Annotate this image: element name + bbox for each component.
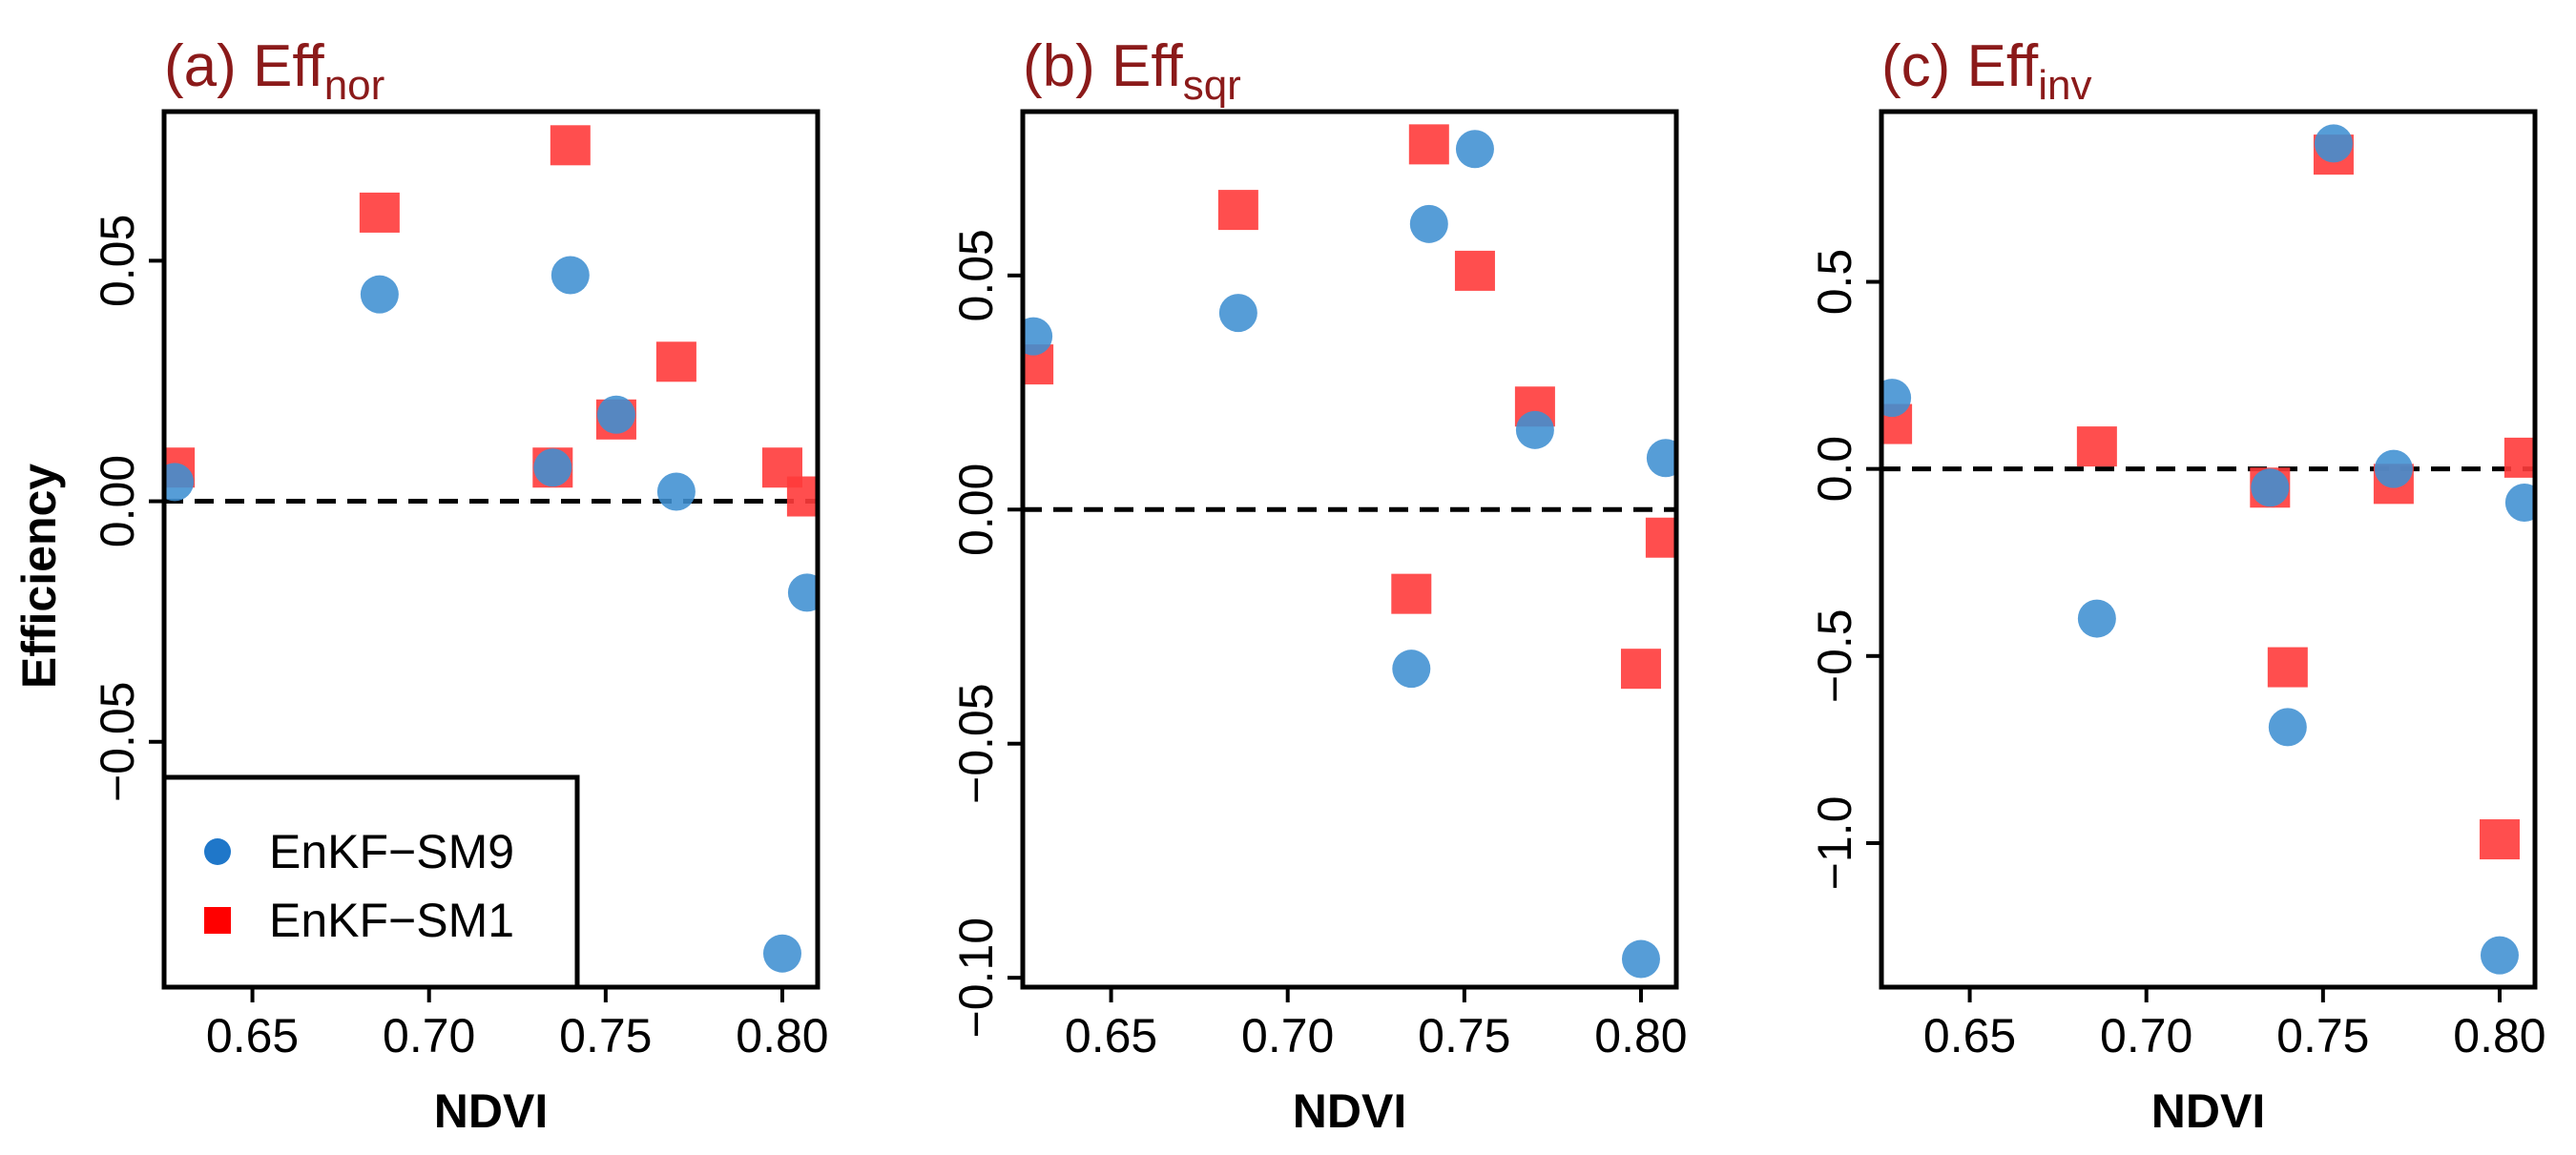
x-axis-label: NDVI <box>1293 1084 1406 1138</box>
panel-title-subscript: inv <box>2038 62 2091 109</box>
x-tick-label: 0.80 <box>1594 1009 1687 1062</box>
point-enkf-sm9 <box>551 256 590 295</box>
point-enkf-sm9 <box>762 934 801 973</box>
point-enkf-sm9 <box>2251 468 2290 507</box>
point-enkf-sm9 <box>656 472 696 511</box>
y-axis-label: Efficiency <box>12 464 66 689</box>
data-points <box>1881 124 2535 975</box>
panel-1: (a) Effnor 0.65 0.70 0.75 0.80 −0.05 0.00 0.05 N… <box>12 33 829 1138</box>
legend-label: EnKF−SM1 <box>269 894 514 947</box>
x-tick-label: 0.65 <box>206 1009 299 1062</box>
legend-label: EnKF−SM9 <box>269 825 514 878</box>
point-enkf-sm9 <box>2480 936 2519 975</box>
y-tick-label: −1.0 <box>1808 796 1861 891</box>
point-enkf-sm1 <box>1645 517 1676 558</box>
x-tick-label: 0.65 <box>1923 1009 2016 1062</box>
panel-2: (b) Effsqr 0.65 0.70 0.75 0.80 −0.10 −0.05 0.00… <box>949 33 1688 1138</box>
point-enkf-sm9 <box>1023 317 1053 356</box>
x-tick-label: 0.70 <box>1241 1009 1334 1062</box>
point-enkf-sm9 <box>2374 449 2413 488</box>
legend: EnKF−SM9 EnKF−SM1 <box>161 774 580 990</box>
point-enkf-sm9 <box>2077 599 2116 638</box>
point-enkf-sm1 <box>1454 250 1495 291</box>
panel-title-main: (b) Eff <box>1023 33 1183 99</box>
x-tick-label: 0.75 <box>2276 1009 2369 1062</box>
y-tick-label: 0.0 <box>1808 436 1861 503</box>
x-tick-label: 0.70 <box>2100 1009 2192 1062</box>
point-enkf-sm9 <box>1621 939 1660 979</box>
point-enkf-sm9 <box>360 275 399 314</box>
y-tick-label: −0.05 <box>91 682 144 803</box>
y-tick-label: −0.05 <box>949 683 1003 804</box>
point-enkf-sm1 <box>2503 437 2535 478</box>
point-enkf-sm9 <box>1218 294 1257 333</box>
panel-title-main: (a) Eff <box>164 33 324 99</box>
point-enkf-sm9 <box>787 573 818 612</box>
panel-title: (b) Effsqr <box>1023 33 1241 109</box>
x-tick-label: 0.80 <box>2453 1009 2545 1062</box>
point-enkf-sm9 <box>1392 650 1431 689</box>
x-tick-label: 0.75 <box>559 1009 652 1062</box>
x-tick-label: 0.65 <box>1065 1009 1157 1062</box>
data-points <box>1023 124 1676 979</box>
plot-frame <box>1020 109 1679 990</box>
x-tick-label: 0.80 <box>736 1009 828 1062</box>
point-enkf-sm1 <box>1620 649 1661 690</box>
y-tick-label: −0.5 <box>1808 608 1861 703</box>
point-enkf-sm9 <box>1455 130 1494 169</box>
point-enkf-sm9 <box>164 463 195 502</box>
point-enkf-sm9 <box>596 395 635 434</box>
y-tick-label: 0.05 <box>949 229 1003 321</box>
point-enkf-sm9 <box>1646 439 1676 478</box>
panel-title-main: (c) Eff <box>1881 33 2039 99</box>
point-enkf-sm9 <box>1881 379 1912 418</box>
panel-title-subscript: sqr <box>1183 62 1241 109</box>
point-enkf-sm9 <box>533 448 572 487</box>
data-points <box>164 125 818 973</box>
x-tick-label: 0.70 <box>383 1009 475 1062</box>
legend-box <box>161 774 580 990</box>
panel-title: (a) Effnor <box>164 33 384 109</box>
point-enkf-sm9 <box>2314 124 2353 163</box>
x-axis-label: NDVI <box>2151 1084 2265 1138</box>
y-tick-label: 0.00 <box>949 464 1003 556</box>
point-enkf-sm9 <box>2268 708 2307 747</box>
x-tick-label: 0.75 <box>1418 1009 1510 1062</box>
point-enkf-sm1 <box>2076 426 2117 467</box>
panel-3: (c) Effinv 0.65 0.70 0.75 0.80 −1.0 −0.5 0.0 0.5… <box>1808 33 2546 1138</box>
point-enkf-sm1 <box>655 341 696 382</box>
y-tick-label: −0.10 <box>949 918 1003 1039</box>
point-enkf-sm9 <box>1515 410 1554 449</box>
panel-title-subscript: nor <box>324 62 385 109</box>
x-axis-label: NDVI <box>434 1084 548 1138</box>
plot-frame <box>1879 109 2538 990</box>
point-enkf-sm9 <box>2504 483 2535 522</box>
point-enkf-sm1 <box>550 125 591 166</box>
point-enkf-sm1 <box>2267 647 2308 688</box>
point-enkf-sm1 <box>359 192 400 233</box>
legend-circle-icon <box>204 838 231 865</box>
point-enkf-sm9 <box>1409 204 1448 243</box>
point-enkf-sm1 <box>1217 190 1258 231</box>
y-tick-label: 0.5 <box>1808 249 1861 316</box>
point-enkf-sm1 <box>2479 819 2520 860</box>
panel-title: (c) Effinv <box>1881 33 2091 109</box>
point-enkf-sm1 <box>1391 573 1432 614</box>
point-enkf-sm1 <box>786 476 818 517</box>
y-tick-label: 0.05 <box>91 215 144 307</box>
y-tick-label: 0.00 <box>91 455 144 547</box>
point-enkf-sm1 <box>1408 124 1449 165</box>
legend-square-icon <box>204 907 231 934</box>
